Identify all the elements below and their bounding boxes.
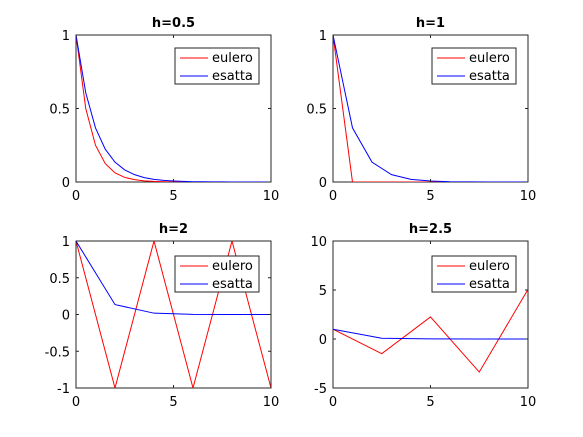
x-tick-label: 0 (72, 189, 80, 204)
y-tick-label: 5 (319, 284, 327, 299)
x-tick-label: 10 (263, 189, 280, 204)
legend-box (174, 255, 260, 293)
y-tick-label: 0.5 (49, 103, 70, 118)
y-tick-label: 1 (62, 29, 70, 44)
x-tick-label: 0 (329, 395, 337, 410)
x-tick-label: 5 (169, 189, 177, 204)
legend-label-eulero: eulero (212, 259, 253, 274)
series-line-esatta (333, 328, 528, 340)
legend: eulero esatta (431, 255, 517, 293)
subplot-title: h=2 (159, 222, 188, 237)
legend-box (431, 47, 517, 85)
y-tick-label: 0 (62, 309, 70, 324)
legend-label-eulero: eulero (469, 259, 510, 274)
legend: eulero esatta (431, 47, 517, 85)
x-tick-label: 0 (72, 395, 80, 410)
subplot-1: h=0.5 0 5 10 0 0.5 1 eulero esatta (49, 16, 279, 204)
legend-label-esatta: esatta (212, 277, 253, 292)
x-tick-label: 10 (520, 395, 537, 410)
legend-label-esatta: esatta (469, 277, 510, 292)
x-tick-label: 5 (426, 189, 434, 204)
ticks: 0 5 10 0 0.5 1 (49, 29, 279, 204)
y-tick-label: 0.5 (306, 103, 327, 118)
x-tick-label: 10 (520, 189, 537, 204)
x-tick-label: 10 (263, 395, 280, 410)
subplot-title: h=2.5 (409, 222, 452, 237)
plot-lines (333, 289, 528, 373)
legend-box (431, 255, 517, 293)
subplot-2: h=1 0 5 10 0 0.5 1 eulero esatta (306, 16, 536, 204)
legend-label-eulero: eulero (469, 51, 510, 66)
ticks: 0 5 10 -1 -0.5 0 0.5 1 (45, 235, 280, 410)
legend-label-esatta: esatta (469, 69, 510, 84)
subplot-3: h=2 0 5 10 -1 -0.5 0 0.5 1 eulero esatta (45, 222, 280, 410)
legend-box (174, 47, 260, 85)
y-tick-label: 0 (319, 333, 327, 348)
y-tick-label: -0.5 (45, 345, 70, 360)
subplot-title: h=0.5 (152, 16, 195, 31)
series-line-eulero (333, 289, 528, 373)
legend: eulero esatta (174, 47, 260, 85)
y-tick-label: 0 (62, 176, 70, 191)
y-tick-label: 1 (62, 235, 70, 250)
legend-label-esatta: esatta (212, 69, 253, 84)
series-line-esatta (76, 241, 271, 315)
legend: eulero esatta (174, 255, 260, 293)
y-tick-label: 10 (310, 235, 327, 250)
y-tick-label: -1 (57, 382, 70, 397)
x-tick-label: 5 (169, 395, 177, 410)
y-tick-label: 1 (319, 29, 327, 44)
x-tick-label: 5 (426, 395, 434, 410)
legend-label-eulero: eulero (212, 51, 253, 66)
ticks: 0 5 10 0 0.5 1 (306, 29, 536, 204)
x-tick-label: 0 (329, 189, 337, 204)
y-tick-label: 0 (319, 176, 327, 191)
y-tick-label: 0.5 (49, 272, 70, 287)
subplot-title: h=1 (416, 16, 445, 31)
y-tick-label: -5 (314, 382, 327, 397)
